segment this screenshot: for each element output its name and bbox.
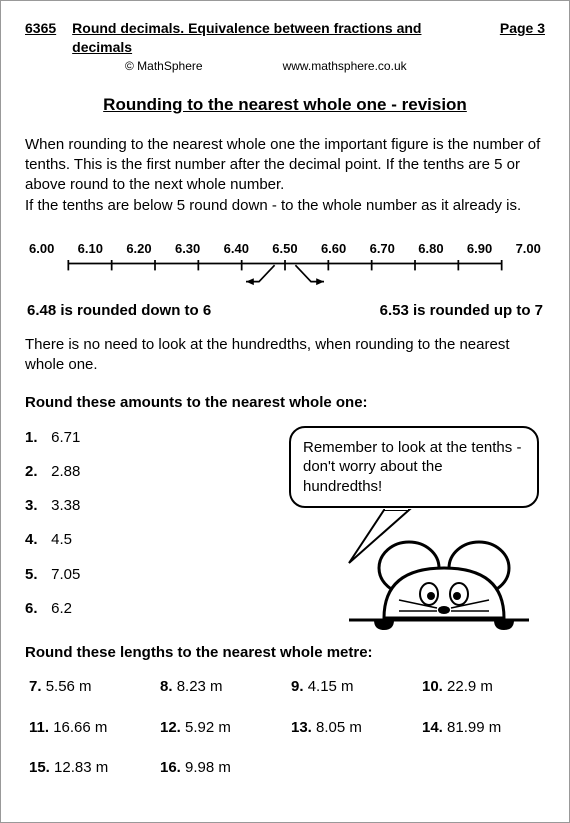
question-cell: 14. 81.99 m	[422, 718, 545, 738]
example-right: 6.53 is rounded up to 7	[380, 301, 543, 321]
qval: 4.5	[51, 531, 72, 548]
question-cell: 15. 12.83 m	[29, 758, 152, 778]
qnum: 2.	[25, 462, 47, 482]
tick-label: 6.90	[467, 240, 492, 258]
question-cell: 12. 5.92 m	[160, 718, 283, 738]
qval: 8.05 m	[316, 719, 362, 736]
qval: 9.98 m	[185, 759, 231, 776]
number-line: 6.00 6.10 6.20 6.30 6.40 6.50 6.60 6.70 …	[25, 240, 545, 321]
number-line-svg	[25, 260, 545, 286]
section2-head: Round these lengths to the nearest whole…	[25, 643, 545, 663]
qnum: 15.	[29, 759, 50, 776]
question-cell: 8. 8.23 m	[160, 677, 283, 697]
qval: 22.9 m	[447, 678, 493, 695]
page-title: Rounding to the nearest whole one - revi…	[25, 94, 545, 117]
qnum: 16.	[160, 759, 181, 776]
qval: 5.56 m	[46, 678, 92, 695]
header-page: Page 3	[500, 19, 545, 57]
question-cell: 9. 4.15 m	[291, 677, 414, 697]
intro-text: When rounding to the nearest whole one t…	[25, 135, 545, 216]
tick-label: 7.00	[516, 240, 541, 258]
question-cell: 16. 9.98 m	[160, 758, 283, 778]
qval: 8.23 m	[177, 678, 223, 695]
qnum: 3.	[25, 496, 47, 516]
tick-label: 6.10	[78, 240, 103, 258]
qnum: 10.	[422, 678, 443, 695]
copyright: © MathSphere	[125, 58, 203, 74]
header-code: 6365	[25, 19, 56, 57]
question-cell: 7. 5.56 m	[29, 677, 152, 697]
qnum: 11.	[29, 719, 49, 736]
tick-label: 6.30	[175, 240, 200, 258]
qval: 6.71	[51, 429, 80, 446]
qnum: 13.	[291, 719, 312, 736]
qnum: 1.	[25, 428, 47, 448]
mouse-callout: Remember to look at the tenths - don't w…	[289, 426, 539, 645]
qval: 7.05	[51, 566, 80, 583]
qnum: 12.	[160, 719, 181, 736]
number-line-labels: 6.00 6.10 6.20 6.30 6.40 6.50 6.60 6.70 …	[25, 240, 545, 261]
qval: 12.83 m	[54, 759, 108, 776]
qval: 2.88	[51, 463, 80, 480]
qnum: 14.	[422, 719, 443, 736]
qval: 16.66 m	[53, 719, 107, 736]
qval: 3.38	[51, 497, 80, 514]
qnum: 5.	[25, 565, 47, 585]
qval: 6.2	[51, 600, 72, 617]
qnum: 7.	[29, 678, 42, 695]
question-cell: 10. 22.9 m	[422, 677, 545, 697]
speech-bubble: Remember to look at the tenths - don't w…	[289, 426, 539, 509]
qval: 4.15 m	[308, 678, 354, 695]
number-line-examples: 6.48 is rounded down to 6 6.53 is rounde…	[25, 301, 545, 321]
amounts-block: 1. 6.71 2. 2.88 3. 3.38 4. 4.5 5. 7.05 6…	[25, 428, 545, 620]
lengths-grid: 7. 5.56 m 8. 8.23 m 9. 4.15 m 10. 22.9 m…	[25, 677, 545, 778]
tick-label: 6.40	[224, 240, 249, 258]
example-left: 6.48 is rounded down to 6	[27, 301, 211, 321]
header-line: 6365 Round decimals. Equivalence between…	[25, 19, 545, 57]
qnum: 9.	[291, 678, 304, 695]
mouse-icon	[289, 508, 539, 638]
qnum: 6.	[25, 599, 47, 619]
tick-label: 6.00	[29, 240, 54, 258]
question-cell: 13. 8.05 m	[291, 718, 414, 738]
question-cell: 11. 16.66 m	[29, 718, 152, 738]
header-url: www.mathsphere.co.uk	[283, 58, 407, 74]
tick-label: 6.50	[272, 240, 297, 258]
qnum: 8.	[160, 678, 173, 695]
section1-head: Round these amounts to the nearest whole…	[25, 393, 545, 413]
header-title: Round decimals. Equivalence between frac…	[72, 19, 484, 57]
tick-label: 6.20	[126, 240, 151, 258]
mid-text: There is no need to look at the hundredt…	[25, 335, 545, 376]
qval: 5.92 m	[185, 719, 231, 736]
qnum: 4.	[25, 530, 47, 550]
tick-label: 6.80	[418, 240, 443, 258]
tick-label: 6.60	[321, 240, 346, 258]
header-sub: © MathSphere www.mathsphere.co.uk	[25, 58, 545, 74]
bubble-text: Remember to look at the tenths - don't w…	[303, 439, 521, 495]
qval: 81.99 m	[447, 719, 501, 736]
tick-label: 6.70	[370, 240, 395, 258]
